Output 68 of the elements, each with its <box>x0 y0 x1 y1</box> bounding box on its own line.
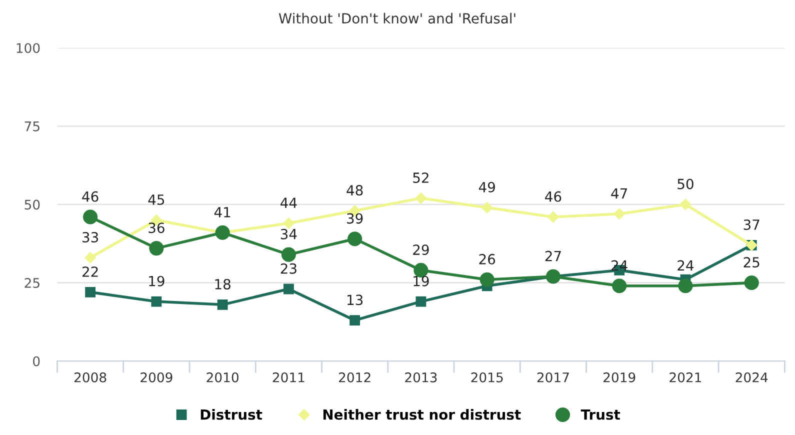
point <box>612 278 627 294</box>
y-tick-label: 50 <box>24 200 40 210</box>
data-label: 19 <box>149 276 164 286</box>
point <box>680 198 692 210</box>
point <box>217 299 228 310</box>
point <box>83 210 98 224</box>
data-label: 52 <box>413 172 428 183</box>
data-label: 34 <box>280 228 297 240</box>
point <box>416 296 426 307</box>
point <box>548 211 559 223</box>
x-tick-label: 2021 <box>670 372 702 382</box>
y-tick-label: 100 <box>16 43 40 54</box>
data-label: 13 <box>348 294 363 306</box>
data-label: 23 <box>280 263 296 274</box>
point <box>546 269 561 284</box>
point <box>149 241 164 256</box>
x-tick-label: 2009 <box>140 372 172 382</box>
data-label: 37 <box>744 219 760 230</box>
data-label: 24 <box>678 260 694 270</box>
point <box>744 275 759 290</box>
x-tick-label: 2024 <box>736 372 768 382</box>
legend-label: Distrust <box>200 409 262 420</box>
x-tick-label: 2015 <box>471 372 503 382</box>
point <box>350 315 360 326</box>
legend-label: Neither trust nor distrust <box>323 409 521 420</box>
data-label: 50 <box>678 178 694 190</box>
point <box>151 296 162 307</box>
x-tick-label: 2012 <box>339 372 370 382</box>
point <box>348 232 362 246</box>
data-label: 49 <box>478 182 495 192</box>
data-label: 26 <box>479 254 496 264</box>
y-tick-label: 25 <box>24 278 40 288</box>
data-label: 19 <box>414 276 429 286</box>
chart-title: Without 'Don't know' and 'Refusal' <box>278 12 516 24</box>
data-label: 41 <box>214 207 230 218</box>
point <box>85 286 96 298</box>
data-label: 22 <box>82 266 98 277</box>
point <box>480 272 494 287</box>
point <box>614 208 625 220</box>
x-tick-label: 2008 <box>74 372 106 382</box>
point <box>283 284 294 294</box>
point <box>415 192 427 204</box>
data-label: 29 <box>413 244 429 256</box>
data-label: 39 <box>347 213 363 224</box>
data-label: 46 <box>545 191 562 202</box>
x-tick-label: 2013 <box>405 372 437 382</box>
data-label: 46 <box>82 191 98 202</box>
data-label: 25 <box>744 257 760 268</box>
y-tick-label: 75 <box>24 122 40 132</box>
point <box>283 218 294 229</box>
data-label: 36 <box>148 222 164 234</box>
point <box>84 252 96 264</box>
x-tick-label: 2011 <box>272 372 304 382</box>
data-label: 47 <box>611 188 627 198</box>
data-label: 44 <box>280 198 297 208</box>
point <box>281 247 296 262</box>
data-label: 45 <box>148 194 164 205</box>
point <box>481 202 493 214</box>
point <box>678 278 693 294</box>
x-tick-label: 2017 <box>537 372 569 382</box>
x-tick-label: 2010 <box>206 372 238 382</box>
data-label: 33 <box>82 232 98 243</box>
data-label: 27 <box>545 250 561 262</box>
data-label: 48 <box>346 185 363 196</box>
data-label: 18 <box>215 278 230 290</box>
legend-label: Trust <box>580 409 620 420</box>
y-tick-label: 0 <box>33 356 40 366</box>
x-tick-label: 2019 <box>604 372 636 382</box>
